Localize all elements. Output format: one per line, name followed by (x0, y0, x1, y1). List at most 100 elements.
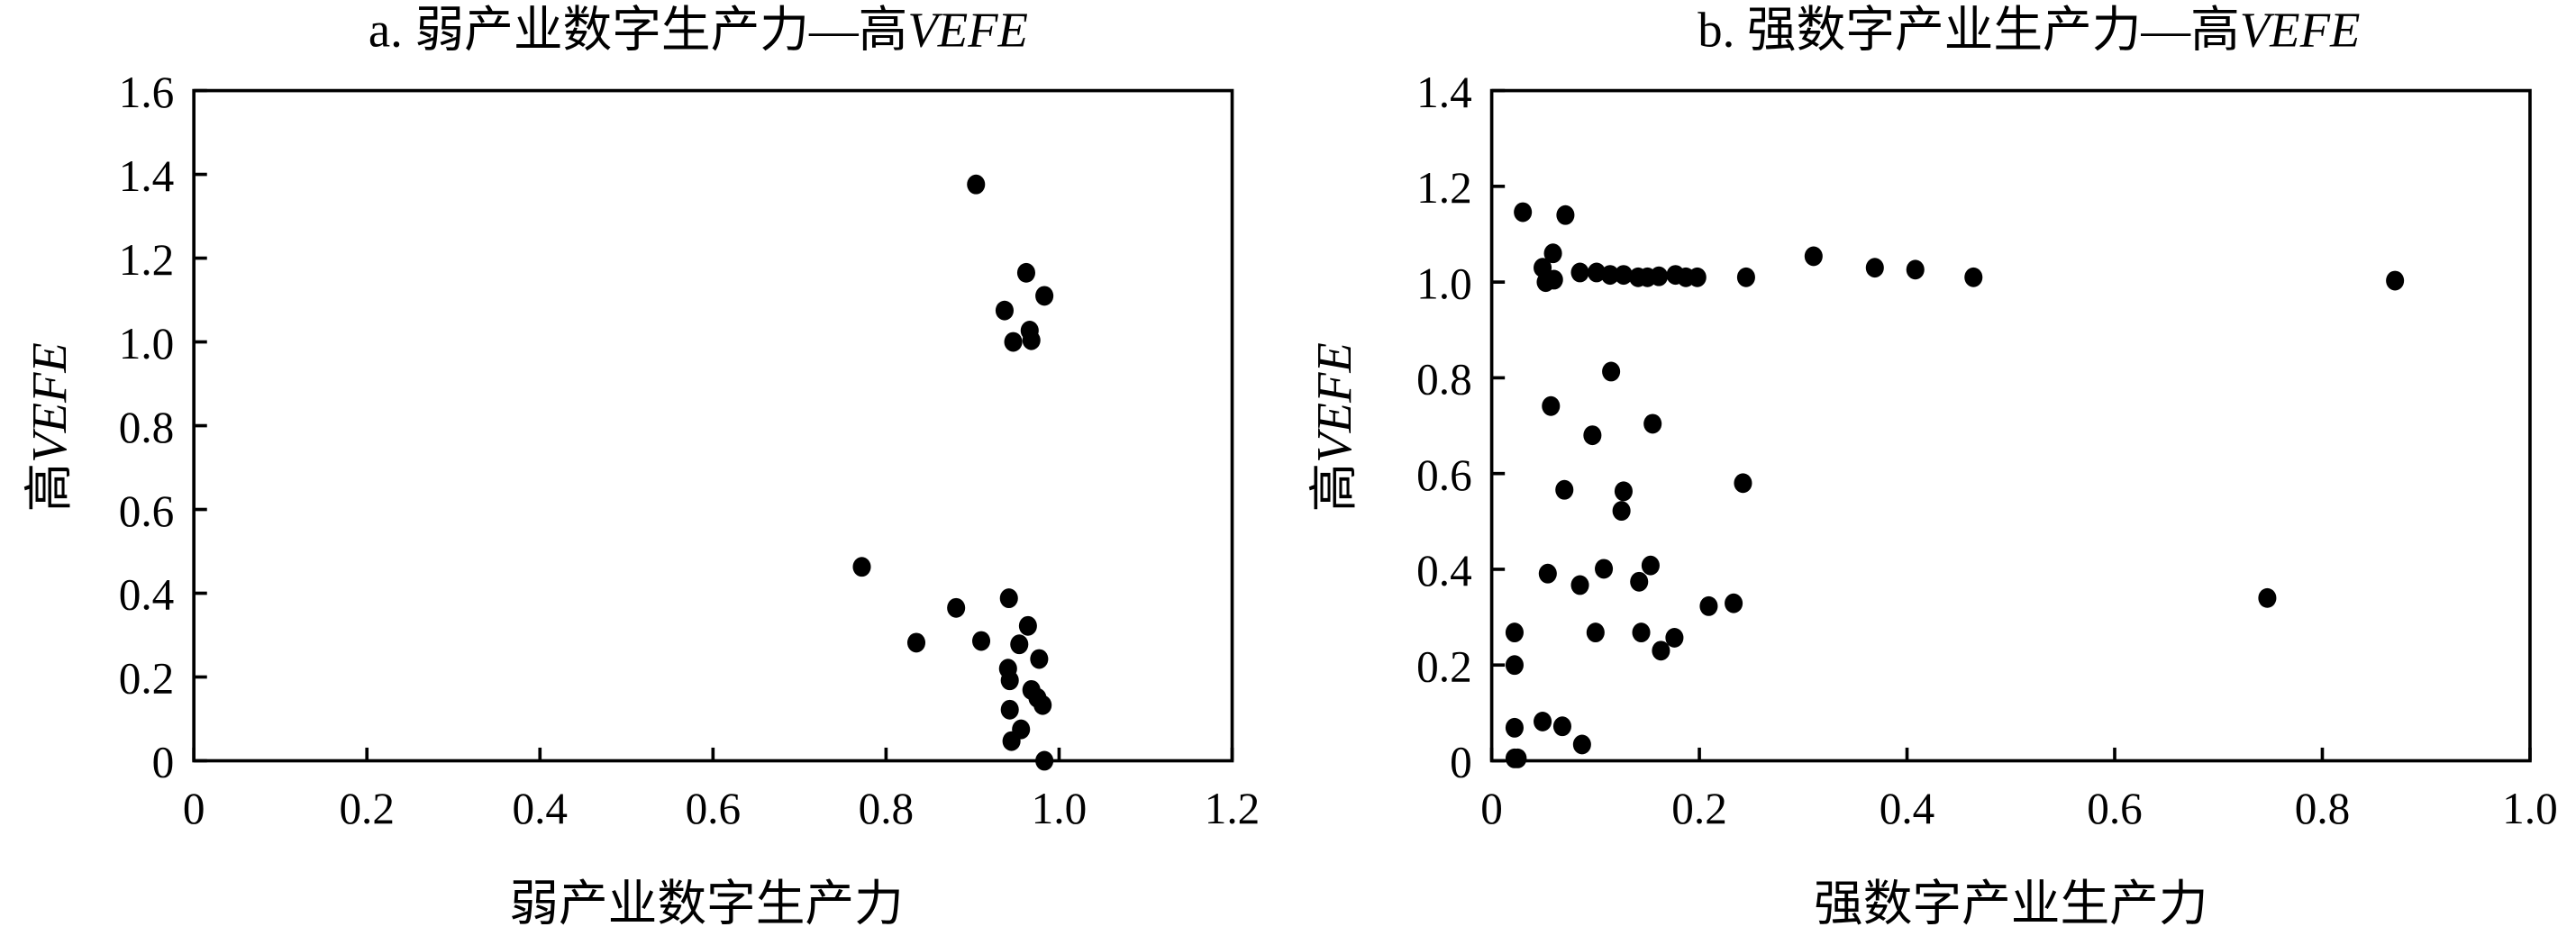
data-point (1002, 731, 1021, 751)
y-tick-label: 0.6 (1416, 450, 1472, 500)
y-tick-label: 0.8 (1416, 355, 1472, 404)
data-point (1030, 649, 1049, 669)
data-point (1641, 555, 1660, 576)
data-point (1602, 361, 1621, 382)
data-point (1612, 501, 1631, 522)
data-point (1016, 262, 1035, 283)
data-point (1614, 265, 1633, 286)
data-point (1514, 202, 1533, 223)
data-point (1505, 717, 1524, 738)
x-axis-title: 弱产业数字生产力 (509, 876, 904, 931)
data-point (1028, 687, 1047, 708)
data-point (1665, 627, 1684, 648)
x-axis-title: 强数字产业生产力 (1814, 876, 2207, 931)
data-point (1630, 571, 1649, 592)
data-point (1534, 711, 1552, 731)
data-point (1632, 622, 1651, 643)
data-point (1652, 641, 1670, 661)
data-point (1734, 473, 1752, 494)
data-point (1570, 262, 1589, 283)
data-point (967, 174, 986, 195)
x-tick-label: 0.6 (686, 784, 742, 833)
data-point (1018, 615, 1037, 636)
data-point (1000, 670, 1019, 691)
y-tick-label: 0 (1450, 738, 1472, 787)
x-tick-label: 0.2 (339, 784, 395, 833)
data-point (1865, 258, 1884, 278)
chart-a: a. 弱产业数字生产力—高VEFE 弱产业数字生产力 高VEFE 0 0.2 0.4… (22, 2, 1260, 931)
data-point (1699, 595, 1718, 616)
x-tick-label: 0.6 (2087, 784, 2143, 833)
y-tick-label: 1.0 (119, 319, 175, 368)
y-tick-label: 1.6 (119, 68, 175, 117)
data-point (1572, 734, 1591, 755)
data-point (1544, 269, 1563, 290)
data-point (1600, 265, 1619, 286)
data-point (1736, 267, 1755, 287)
data-point (999, 588, 1018, 609)
chart-title: b. 强数字产业生产力—高VEFE (1698, 2, 2360, 57)
data-point (1614, 481, 1633, 502)
y-tick-label: 0.4 (1416, 546, 1472, 595)
data-point (1505, 655, 1524, 676)
data-point (1555, 479, 1574, 500)
data-point (1804, 246, 1823, 267)
y-axis-title: 高VEFE (22, 342, 77, 512)
data-point (1583, 425, 1602, 446)
x-tick-label: 1.2 (1205, 784, 1261, 833)
data-point (1570, 575, 1589, 595)
data-point (2386, 270, 2405, 291)
data-point (1508, 748, 1527, 768)
data-point (1725, 593, 1743, 613)
data-point (1688, 267, 1707, 287)
x-tick-label: 0.4 (513, 784, 569, 833)
y-tick-label: 1.4 (1416, 68, 1472, 117)
y-tick-label: 0.6 (119, 486, 175, 536)
data-point (1556, 204, 1575, 225)
y-tick-label: 0 (152, 738, 175, 787)
y-axis-title: 高VEFE (1306, 342, 1361, 512)
chart-b: b. 强数字产业生产力—高VEFE 强数字产业生产力 高VEFE 0 0.2 0.4… (1306, 2, 2558, 931)
y-tick-label: 0.4 (119, 570, 175, 620)
data-point (1004, 332, 1023, 352)
x-tick-label: 1.0 (1032, 784, 1088, 833)
y-tick-label: 1.2 (119, 235, 175, 285)
data-point (1552, 716, 1571, 737)
data-point (1906, 259, 1925, 280)
data-point (995, 300, 1014, 321)
data-point (947, 597, 966, 618)
plot-frame (1489, 88, 2532, 763)
data-point (1595, 559, 1614, 579)
y-tick-label: 1.2 (1416, 163, 1472, 213)
plot-frame (192, 88, 1234, 763)
data-point (1586, 622, 1605, 643)
data-point (1010, 634, 1029, 655)
y-tick-label: 1.4 (119, 151, 175, 201)
data-point (1000, 699, 1019, 720)
x-tick-label: 0 (1480, 784, 1503, 833)
data-point (1035, 750, 1054, 771)
x-tick-label: 0.4 (1880, 784, 1935, 833)
data-point (1542, 395, 1561, 416)
data-point (1505, 622, 1524, 643)
data-point (1035, 286, 1054, 306)
chart-title: a. 弱产业数字生产力—高VEFE (369, 2, 1028, 57)
x-tick-label: 0.8 (859, 784, 915, 833)
y-tick-label: 0.2 (119, 654, 175, 704)
data-point (1543, 243, 1562, 264)
data-point (1538, 563, 1557, 584)
data-point (1650, 266, 1669, 286)
data-point (852, 557, 871, 577)
y-tick-label: 0.2 (1416, 641, 1472, 691)
x-tick-label: 0.2 (1671, 784, 1727, 833)
y-tick-label: 0.8 (119, 403, 175, 452)
x-tick-label: 0 (183, 784, 205, 833)
y-tick-label: 1.0 (1416, 259, 1472, 308)
data-point (1022, 330, 1041, 350)
data-point (1587, 262, 1607, 283)
x-tick-label: 0.8 (2295, 784, 2351, 833)
data-point (1964, 267, 1983, 287)
data-point (2258, 587, 2277, 608)
data-point (906, 632, 926, 653)
